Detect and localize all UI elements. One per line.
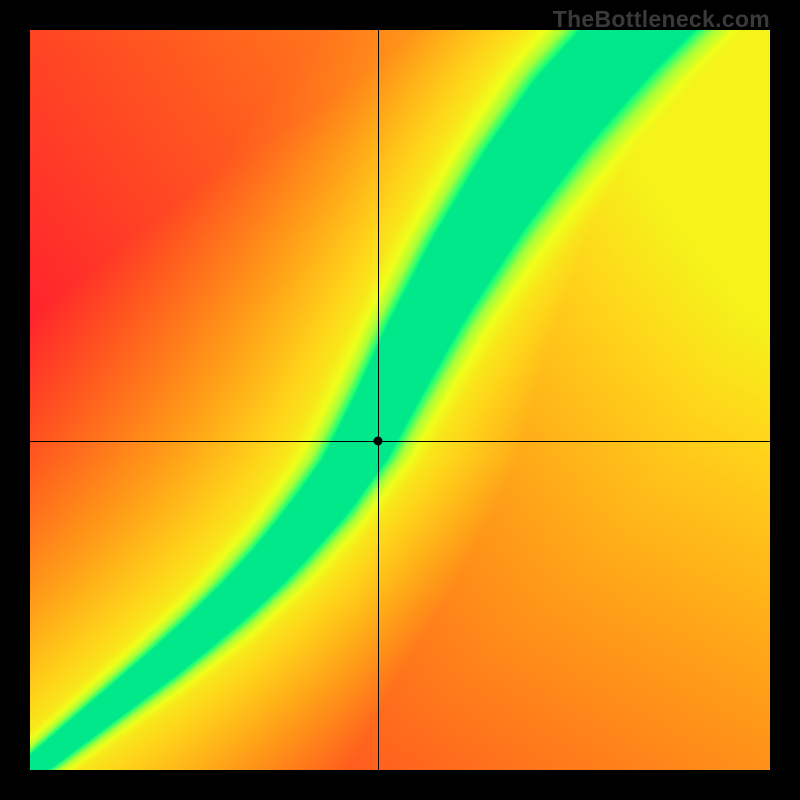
crosshair-horizontal (30, 441, 770, 442)
crosshair-vertical (378, 30, 379, 770)
heatmap-canvas (30, 30, 770, 770)
plot-area (30, 30, 770, 770)
watermark-text: TheBottleneck.com (553, 6, 770, 33)
chart-container: TheBottleneck.com (0, 0, 800, 800)
crosshair-marker (373, 436, 382, 445)
